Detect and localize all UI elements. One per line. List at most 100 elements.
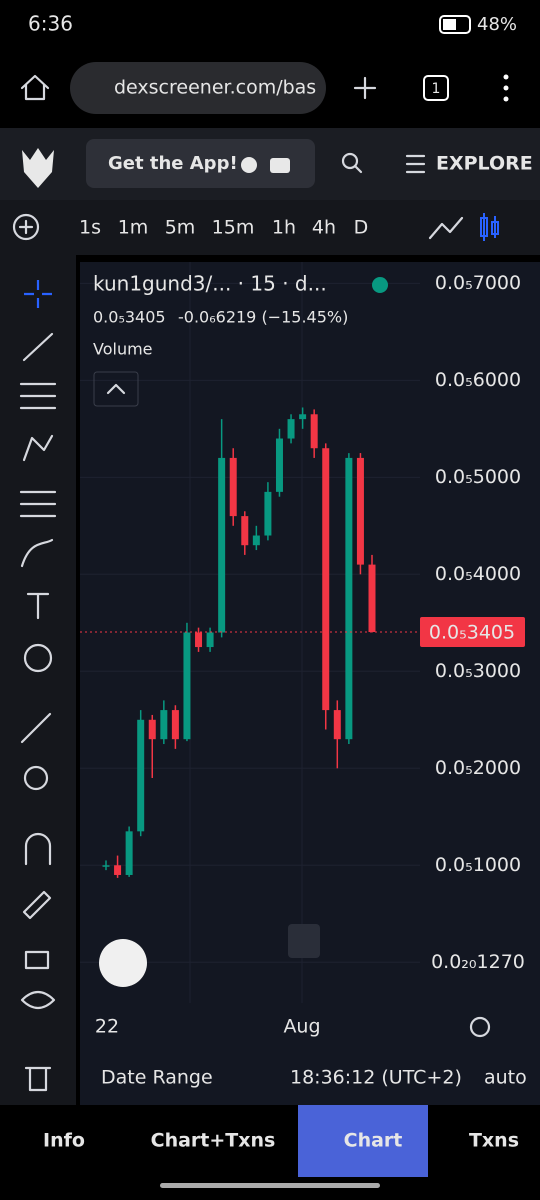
apple-icon	[241, 157, 257, 173]
candle-body	[241, 516, 249, 546]
volume-label: Volume	[93, 340, 153, 359]
candle-body	[114, 865, 122, 875]
candle-body	[333, 710, 341, 740]
candle-body	[322, 448, 330, 711]
candle-body	[160, 710, 168, 740]
get-app-button[interactable]	[86, 139, 315, 188]
y-tick-label: 0.0₅5000	[435, 466, 521, 488]
candle-body	[252, 535, 260, 546]
brush-tool[interactable]	[20, 538, 54, 568]
candle-body	[287, 419, 295, 439]
status-bar	[0, 0, 540, 50]
trend-tool[interactable]	[22, 332, 54, 362]
clock: 6:36	[28, 12, 73, 36]
timeframe[interactable]: 1s	[79, 217, 101, 239]
y-tick-label: 0.0₅4000	[435, 563, 521, 585]
y-tick-label: 0.0₅6000	[435, 369, 521, 391]
nav-item[interactable]: Txns	[469, 1130, 519, 1152]
search-handle	[353, 164, 363, 174]
y-tick-label: 0.0₅7000	[435, 272, 521, 294]
hide-tool[interactable]	[20, 990, 56, 1010]
date-range[interactable]: Date Range	[101, 1067, 213, 1089]
ruler-tool[interactable]	[20, 712, 52, 744]
candle-body	[102, 865, 110, 867]
cursor-tool[interactable]	[24, 280, 52, 308]
gesture-bar	[160, 1183, 380, 1188]
candle-body	[345, 457, 353, 740]
candle-body	[137, 719, 145, 832]
lock-draw-tool[interactable]	[22, 890, 52, 920]
pair-title: kun1gund3/... · 15 · d...	[93, 272, 327, 296]
collapse-button[interactable]	[93, 371, 139, 407]
fib-tool[interactable]	[19, 382, 57, 410]
last-price-label: 0.0₅3405	[429, 622, 515, 644]
forecast-tool[interactable]	[19, 490, 57, 518]
y-tick-label: 0.0₅2000	[435, 757, 521, 779]
text-tool[interactable]	[26, 592, 50, 620]
url-text: dexscreener.com/bas	[114, 77, 316, 99]
candle-body	[195, 632, 203, 648]
candle-body	[229, 457, 237, 517]
scale-auto[interactable]: auto	[484, 1067, 527, 1089]
timeframe[interactable]: 5m	[165, 217, 196, 239]
tabs-count: 1	[432, 81, 441, 97]
change-label: -0.0₆6219 (−15.45%)	[178, 308, 348, 327]
home-button[interactable]	[20, 74, 50, 101]
candle-body	[183, 632, 191, 740]
line-type[interactable]	[428, 216, 464, 240]
candle-body	[310, 414, 318, 449]
status-dot	[372, 277, 388, 293]
url-bar[interactable]	[70, 62, 326, 114]
x-tick-label: 22	[95, 1016, 119, 1038]
logo[interactable]	[22, 148, 54, 188]
unlock-tool[interactable]	[24, 950, 50, 970]
candle-type[interactable]	[480, 213, 499, 241]
chart: 0.0₅7000 0.0₅6000 0.0₅5000 0.0₅4000 0.0₅3000…	[80, 262, 525, 1038]
search-button[interactable]	[341, 152, 359, 170]
reset-button[interactable]	[288, 924, 320, 958]
add-indicator[interactable]	[12, 213, 40, 241]
timeframe[interactable]: 4h	[312, 217, 336, 239]
emoji-tool[interactable]	[23, 643, 53, 673]
x-tick-label: Aug	[283, 1016, 320, 1038]
chart-footer	[80, 1052, 540, 1105]
add-plus	[18, 219, 34, 235]
pattern-tool[interactable]	[22, 434, 54, 462]
candle-body	[368, 564, 376, 633]
timeframe[interactable]: 1m	[118, 217, 149, 239]
nav-item[interactable]: Chart	[344, 1130, 403, 1152]
battery-icon	[439, 15, 471, 34]
nav-item[interactable]: Chart+Txns	[151, 1130, 276, 1152]
new-tab-button[interactable]	[353, 76, 377, 100]
candle-body	[125, 831, 133, 875]
nav-item[interactable]: Info	[43, 1130, 85, 1152]
candle-body	[148, 719, 156, 740]
y-tick-label: 0.0₅3000	[435, 660, 521, 682]
magnet-tool[interactable]	[24, 832, 52, 866]
settings-button[interactable]	[469, 1016, 491, 1038]
android-icon	[270, 158, 290, 173]
zoom-tool[interactable]	[23, 765, 49, 791]
delete-tool[interactable]	[24, 1066, 52, 1092]
timeframe[interactable]: 1h	[272, 217, 296, 239]
candle-body	[171, 710, 179, 740]
tv-logo[interactable]	[99, 939, 147, 987]
nav: Info Chart+Txns Chart Txns	[43, 1105, 519, 1177]
chart-area	[80, 262, 540, 1052]
battery-text: 48%	[477, 14, 517, 35]
tabs-button[interactable]	[423, 75, 449, 101]
candle-body	[206, 632, 214, 648]
battery-level	[443, 19, 456, 30]
toolbar	[0, 255, 76, 1105]
menu-button[interactable]	[503, 74, 509, 102]
timeframe-bar	[0, 200, 540, 255]
explore-icon	[405, 154, 426, 174]
clock-utc: 18:36:12 (UTC+2)	[290, 1067, 462, 1089]
timeframe[interactable]: D	[354, 217, 369, 239]
timeframe[interactable]: 15m	[212, 217, 255, 239]
candle-body	[275, 438, 283, 492]
y-tick-label: 0.0₅1000	[435, 854, 521, 876]
explore-button[interactable]: EXPLORE	[436, 153, 533, 175]
